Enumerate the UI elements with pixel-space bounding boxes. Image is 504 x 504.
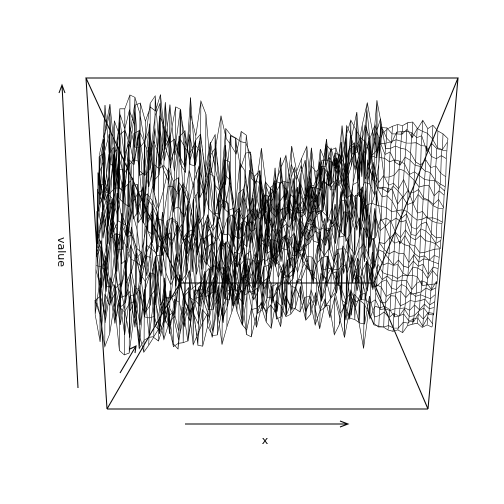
mesh-line	[255, 181, 267, 328]
mesh-line	[158, 102, 166, 342]
mesh-line	[299, 147, 313, 312]
mesh-line	[392, 122, 408, 332]
surface-mesh	[94, 94, 449, 356]
mesh-line	[426, 133, 444, 325]
mesh-line	[246, 176, 257, 335]
box-edge	[427, 77, 459, 410]
mesh-line	[397, 121, 413, 330]
mesh-line	[402, 128, 418, 333]
mesh-line	[221, 134, 232, 345]
mesh-line	[231, 131, 242, 313]
mesh-line	[407, 120, 424, 326]
mesh-line	[216, 128, 227, 335]
mesh-line	[138, 121, 146, 349]
box-edge	[85, 77, 108, 410]
mesh-line	[104, 104, 111, 347]
mesh-line	[96, 222, 438, 313]
mesh-line	[133, 102, 141, 328]
y-axis-arrow	[119, 345, 137, 374]
mesh-line	[251, 148, 262, 337]
mesh-line	[96, 223, 438, 298]
mesh-line	[95, 252, 436, 319]
mesh-line	[197, 114, 207, 346]
mesh-line	[373, 127, 388, 325]
mesh-line	[97, 163, 442, 272]
mesh-line	[314, 139, 328, 325]
mesh-line	[128, 97, 136, 354]
mesh-line	[290, 158, 302, 315]
mesh-line	[343, 111, 358, 338]
mesh-line	[309, 149, 323, 315]
mesh-line	[119, 108, 126, 351]
mesh-line	[329, 125, 343, 318]
mesh-line	[94, 289, 433, 356]
mesh-line	[153, 94, 161, 338]
mesh-line	[378, 126, 393, 328]
mesh-line	[177, 130, 186, 350]
mesh-line	[270, 157, 282, 329]
mesh-line	[172, 109, 181, 347]
mesh-line	[383, 124, 398, 328]
mesh-line	[187, 136, 197, 342]
mesh-line	[99, 95, 448, 218]
mesh-line	[168, 106, 176, 334]
mesh-line	[202, 142, 212, 347]
mesh-line	[280, 145, 292, 327]
mesh-line	[124, 94, 131, 355]
mesh-line	[353, 102, 368, 320]
mesh-line	[260, 187, 272, 310]
mesh-line	[114, 108, 121, 324]
front-box	[85, 77, 459, 410]
mesh-line	[95, 277, 434, 347]
mesh-line	[368, 118, 383, 319]
mesh-line	[98, 130, 445, 226]
mesh-line	[182, 97, 192, 343]
mesh-line	[324, 147, 338, 307]
mesh-line	[421, 130, 439, 328]
mesh-line	[319, 147, 333, 329]
mesh-line	[387, 125, 403, 331]
mesh-line	[148, 95, 156, 346]
mesh-line	[97, 180, 441, 276]
mesh-line	[95, 240, 437, 323]
mesh-line	[98, 132, 445, 244]
mesh-line	[304, 171, 318, 321]
x-axis-label: x	[262, 434, 269, 447]
x-axis-arrow	[185, 420, 350, 428]
mesh-line	[358, 130, 373, 324]
mesh-line	[236, 135, 247, 312]
mesh-line	[412, 128, 429, 325]
mesh-line	[241, 152, 252, 326]
mesh-line	[98, 143, 444, 247]
mesh-line	[285, 167, 297, 317]
box-edge	[106, 282, 181, 410]
mesh-line	[109, 120, 116, 334]
z-axis-arrow	[58, 83, 79, 389]
z-axis-label: value	[55, 237, 68, 267]
mesh-line	[417, 125, 434, 324]
mesh-line	[431, 138, 449, 328]
mesh-line	[97, 189, 440, 281]
mesh-line	[95, 260, 435, 334]
mesh-line	[207, 134, 217, 327]
box-edge	[373, 282, 429, 410]
mesh-line	[334, 125, 348, 335]
mesh-line	[96, 192, 440, 285]
mesh-line	[99, 105, 106, 342]
mesh-line	[95, 255, 435, 334]
mesh-line	[338, 120, 353, 325]
mesh-line	[363, 100, 378, 349]
mesh-line	[192, 101, 202, 345]
mesh-line	[211, 115, 222, 338]
mesh-line	[94, 152, 101, 315]
mesh-line	[348, 124, 363, 320]
mesh-line	[275, 155, 287, 320]
mesh-line	[163, 104, 171, 340]
mesh-line	[265, 167, 277, 323]
mesh-line	[143, 103, 151, 353]
mesh-line	[294, 146, 308, 309]
mesh-line	[226, 137, 237, 327]
